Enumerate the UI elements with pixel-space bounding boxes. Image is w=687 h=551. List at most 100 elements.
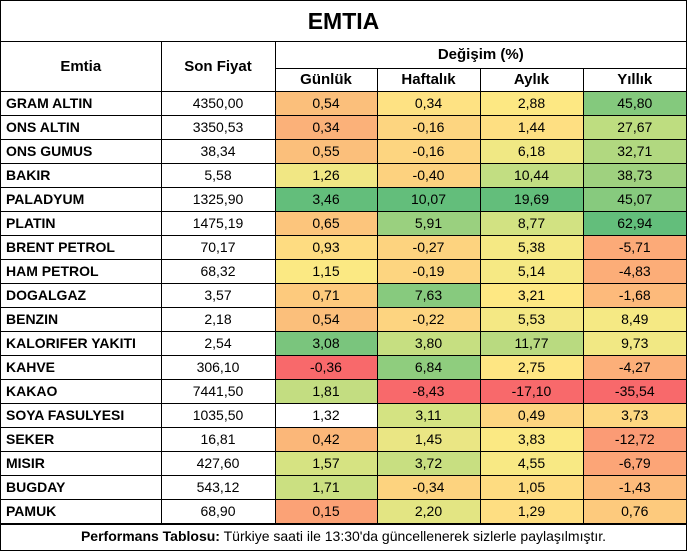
- last-price-cell: 306,10: [160, 354, 276, 380]
- last-price-cell: 3350,53: [160, 114, 276, 140]
- yearly-change-cell: 45,07: [582, 186, 687, 212]
- daily-change-cell: 0,54: [274, 306, 378, 332]
- weekly-change-cell: 1,45: [376, 426, 481, 452]
- last-price-cell: 1325,90: [160, 186, 276, 212]
- table-row: BENZIN 2,18 0,54 -0,22 5,53 8,49: [1, 306, 687, 332]
- table-row: KAHVE 306,10 -0,36 6,84 2,75 -4,27: [1, 354, 687, 380]
- table-row: KALORIFER YAKITI 2,54 3,08 3,80 11,77 9,73: [1, 330, 687, 356]
- yearly-change-cell: -1,68: [582, 282, 687, 308]
- daily-change-cell: 1,15: [274, 258, 378, 284]
- commodity-name: KAHVE: [1, 354, 162, 380]
- daily-change-cell: 0,42: [274, 426, 378, 452]
- monthly-change-cell: 1,29: [479, 498, 584, 524]
- daily-change-cell: 0,34: [274, 114, 378, 140]
- table-row: ONS GUMUS 38,34 0,55 -0,16 6,18 32,71: [1, 138, 687, 164]
- commodity-name: KAKAO: [1, 378, 162, 404]
- yearly-change-cell: -4,27: [582, 354, 687, 380]
- footer-text: Türkiye saati ile 13:30'da güncellenerek…: [219, 527, 607, 544]
- daily-change-cell: 3,08: [274, 330, 378, 356]
- weekly-change-cell: 0,34: [376, 90, 481, 116]
- monthly-change-cell: 0,49: [479, 402, 584, 428]
- weekly-change-cell: 3,11: [376, 402, 481, 428]
- commodity-name: ONS ALTIN: [1, 114, 162, 140]
- header-weekly: Haftalık: [376, 67, 481, 92]
- last-price-cell: 7441,50: [160, 378, 276, 404]
- yearly-change-cell: -1,43: [582, 474, 687, 500]
- table-row: MISIR 427,60 1,57 3,72 4,55 -6,79: [1, 450, 687, 476]
- last-price-cell: 5,58: [160, 162, 276, 188]
- commodity-name: BAKIR: [1, 162, 162, 188]
- table-row: BRENT PETROL 70,17 0,93 -0,27 5,38 -5,71: [1, 234, 687, 260]
- monthly-change-cell: 6,18: [479, 138, 584, 164]
- table-body: GRAM ALTIN 4350,00 0,54 0,34 2,88 45,80 ONS AL…: [1, 90, 687, 524]
- commodity-name: MISIR: [1, 450, 162, 476]
- table-row: BUGDAY 543,12 1,71 -0,34 1,05 -1,43: [1, 474, 687, 500]
- table-row: GRAM ALTIN 4350,00 0,54 0,34 2,88 45,80: [1, 90, 687, 116]
- yearly-change-cell: 62,94: [582, 210, 687, 236]
- monthly-change-cell: 3,83: [479, 426, 584, 452]
- table-row: SEKER 16,81 0,42 1,45 3,83 -12,72: [1, 426, 687, 452]
- monthly-change-cell: -17,10: [479, 378, 584, 404]
- daily-change-cell: -0,36: [274, 354, 378, 380]
- weekly-change-cell: 3,72: [376, 450, 481, 476]
- monthly-change-cell: 1,44: [479, 114, 584, 140]
- last-price-cell: 427,60: [160, 450, 276, 476]
- table-row: SOYA FASULYESI 1035,50 1,32 3,11 0,49 3,73: [1, 402, 687, 428]
- daily-change-cell: 0,93: [274, 234, 378, 260]
- weekly-change-cell: -0,16: [376, 114, 481, 140]
- yearly-change-cell: -5,71: [582, 234, 687, 260]
- yearly-change-cell: -12,72: [582, 426, 687, 452]
- daily-change-cell: 0,15: [274, 498, 378, 524]
- commodity-name: SOYA FASULYESI: [1, 402, 162, 428]
- daily-change-cell: 1,57: [274, 450, 378, 476]
- table-row: HAM PETROL 68,32 1,15 -0,19 5,14 -4,83: [1, 258, 687, 284]
- last-price-cell: 2,18: [160, 306, 276, 332]
- yearly-change-cell: 27,67: [582, 114, 687, 140]
- last-price-cell: 3,57: [160, 282, 276, 308]
- daily-change-cell: 0,54: [274, 90, 378, 116]
- daily-change-cell: 0,71: [274, 282, 378, 308]
- weekly-change-cell: 6,84: [376, 354, 481, 380]
- last-price-cell: 1035,50: [160, 402, 276, 428]
- table-title: EMTIA: [1, 1, 686, 42]
- weekly-change-cell: 10,07: [376, 186, 481, 212]
- commodity-name: BENZIN: [1, 306, 162, 332]
- commodity-name: BUGDAY: [1, 474, 162, 500]
- weekly-change-cell: -0,40: [376, 162, 481, 188]
- daily-change-cell: 1,81: [274, 378, 378, 404]
- yearly-change-cell: 9,73: [582, 330, 687, 356]
- header-daily: Günlük: [275, 67, 378, 92]
- daily-change-cell: 1,71: [274, 474, 378, 500]
- weekly-change-cell: 2,20: [376, 498, 481, 524]
- yearly-change-cell: 45,80: [582, 90, 687, 116]
- commodity-name: GRAM ALTIN: [1, 90, 162, 116]
- daily-change-cell: 0,65: [274, 210, 378, 236]
- last-price-cell: 2,54: [160, 330, 276, 356]
- data-table: Emtia Son Fiyat Değişim (%) Günlük Hafta…: [1, 42, 687, 524]
- table-row: PAMUK 68,90 0,15 2,20 1,29 0,76: [1, 498, 687, 524]
- last-price-cell: 543,12: [160, 474, 276, 500]
- monthly-change-cell: 11,77: [479, 330, 584, 356]
- commodity-name: HAM PETROL: [1, 258, 162, 284]
- monthly-change-cell: 8,77: [479, 210, 584, 236]
- last-price-cell: 1475,19: [160, 210, 276, 236]
- yearly-change-cell: 38,73: [582, 162, 687, 188]
- table-row: DOGALGAZ 3,57 0,71 7,63 3,21 -1,68: [1, 282, 687, 308]
- weekly-change-cell: -0,19: [376, 258, 481, 284]
- yearly-change-cell: 0,76: [582, 498, 687, 524]
- yearly-change-cell: 32,71: [582, 138, 687, 164]
- table-row: ONS ALTIN 3350,53 0,34 -0,16 1,44 27,67: [1, 114, 687, 140]
- yearly-change-cell: 3,73: [582, 402, 687, 428]
- last-price-cell: 16,81: [160, 426, 276, 452]
- header-monthly: Aylık: [479, 67, 584, 92]
- table-row: PLATIN 1475,19 0,65 5,91 8,77 62,94: [1, 210, 687, 236]
- weekly-change-cell: 5,91: [376, 210, 481, 236]
- daily-change-cell: 1,26: [274, 162, 378, 188]
- monthly-change-cell: 3,21: [479, 282, 584, 308]
- monthly-change-cell: 5,38: [479, 234, 584, 260]
- header-yearly: Yıllık: [582, 67, 687, 92]
- monthly-change-cell: 4,55: [479, 450, 584, 476]
- weekly-change-cell: -0,27: [376, 234, 481, 260]
- weekly-change-cell: -0,34: [376, 474, 481, 500]
